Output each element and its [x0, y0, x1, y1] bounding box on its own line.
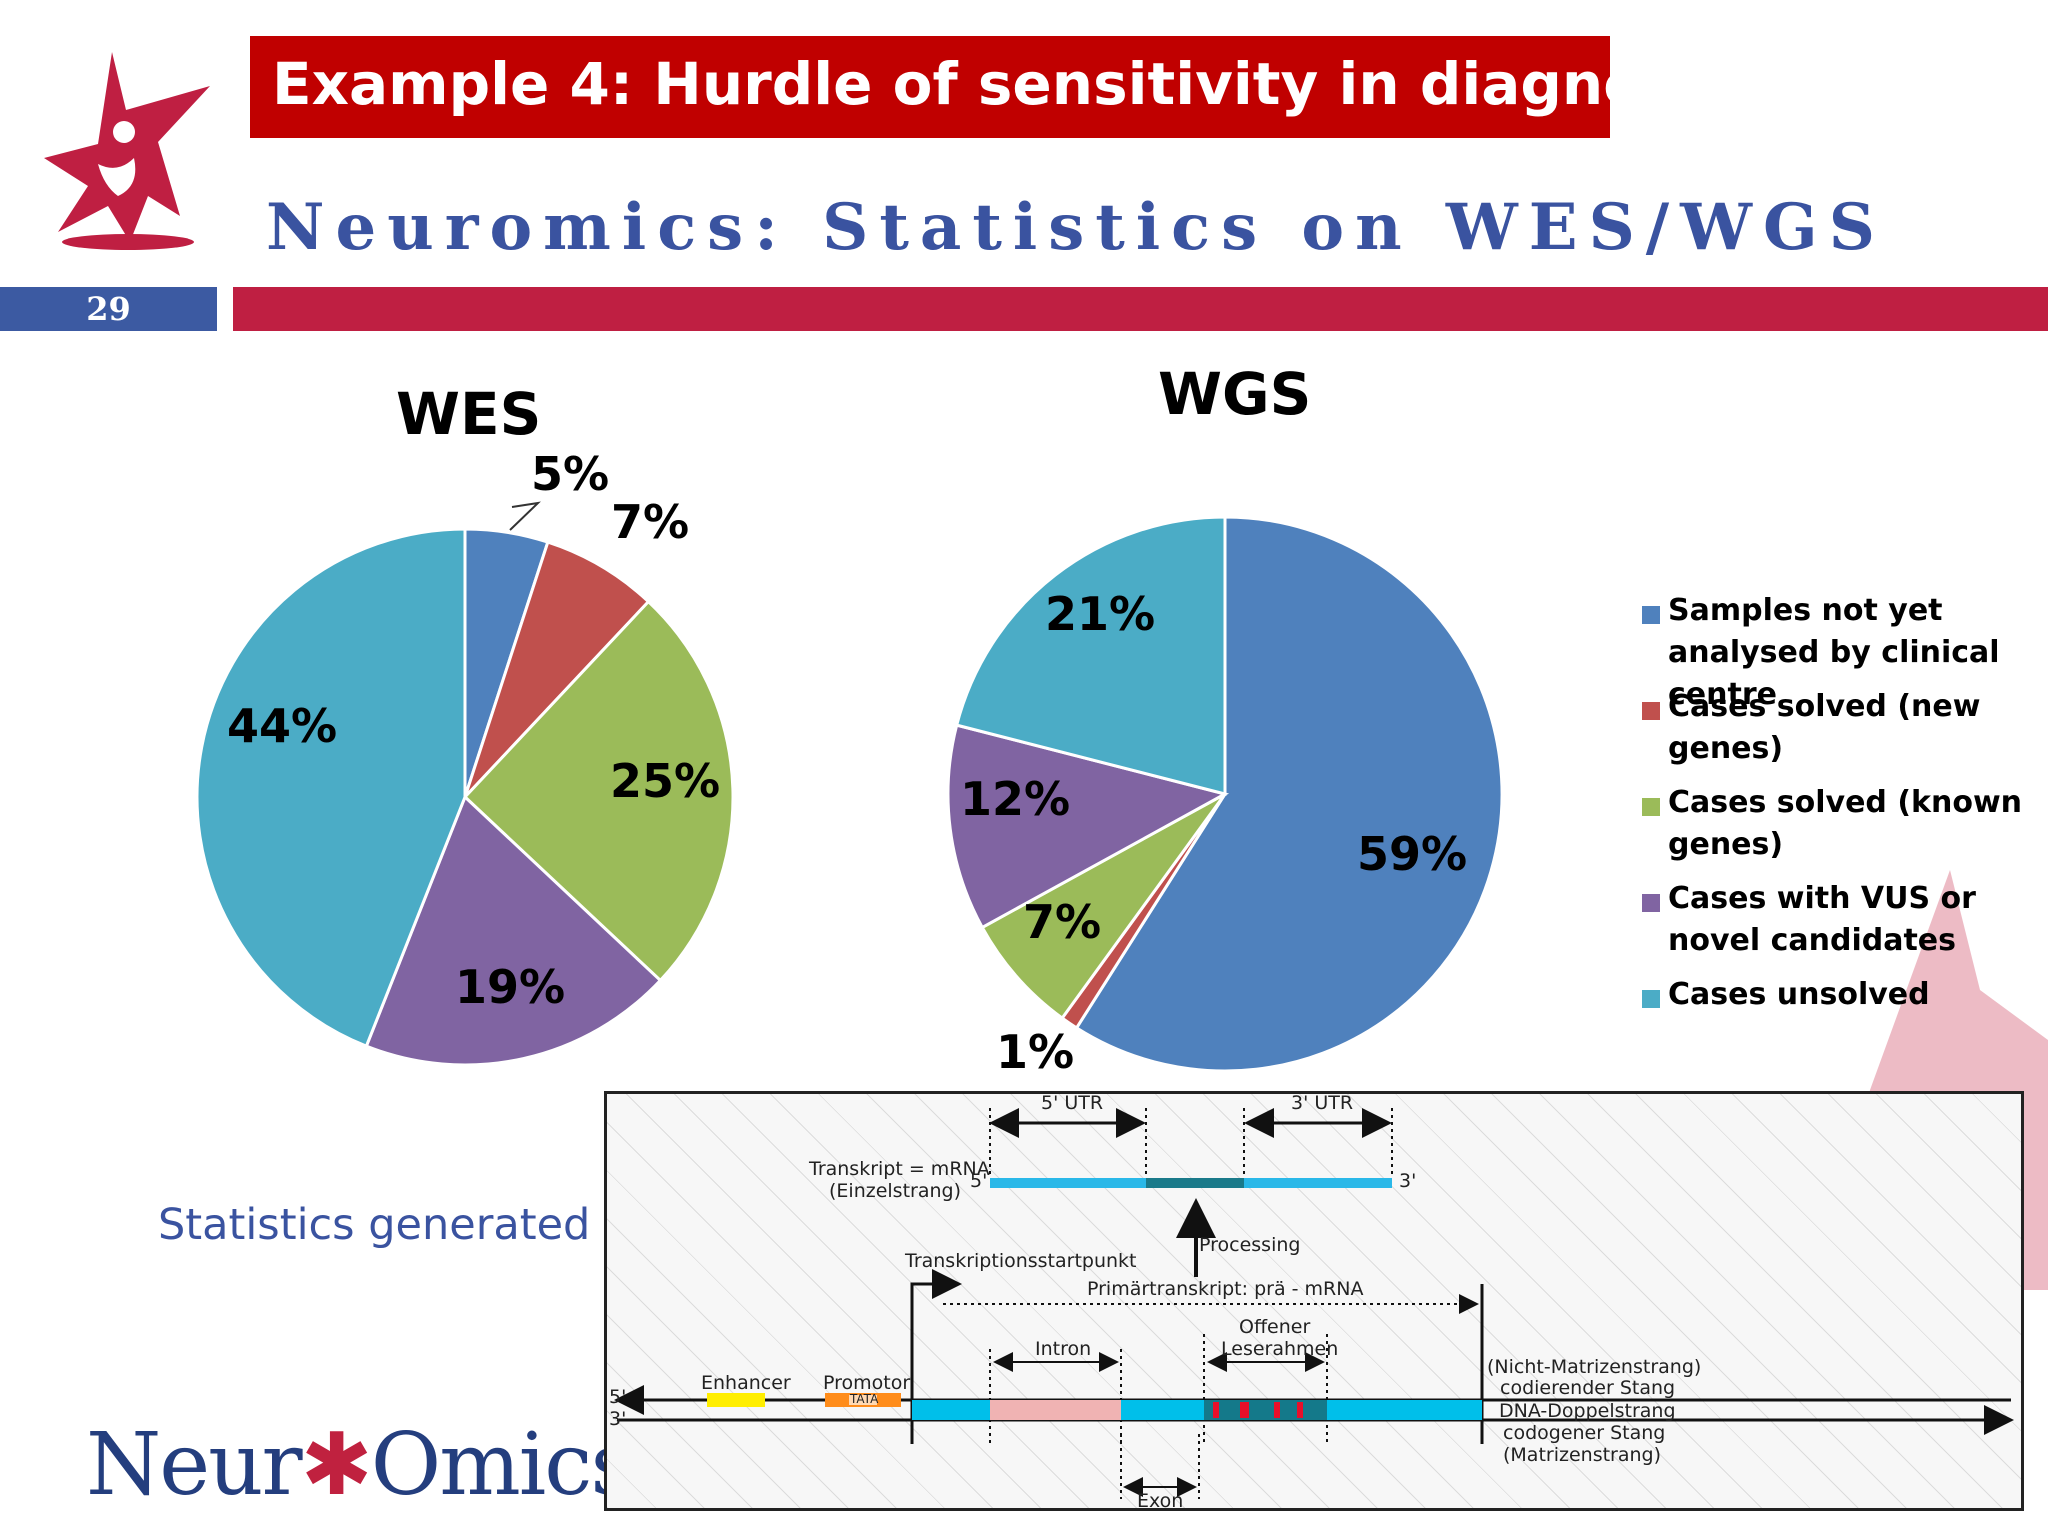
legend-label: Cases solved (known genes) — [1668, 785, 2023, 862]
wes-pie-slice-1 — [463, 540, 651, 799]
wgs-chart-title: WGS — [1158, 360, 1312, 428]
wgs-pie-slice-0 — [1074, 515, 1504, 1073]
wgs-pie-slice-4 — [954, 515, 1227, 796]
wordmark-part1: Neur — [86, 1415, 303, 1515]
diagram-tata-label: TATA — [850, 1392, 879, 1406]
divider-bar — [233, 287, 2048, 331]
legend-swatch — [1642, 702, 1660, 720]
wordmark-part2: Omics — [370, 1415, 635, 1515]
wes-chart-title: WES — [396, 380, 542, 448]
wes-pie-slice-2 — [462, 599, 735, 983]
diagram-dna-label: DNA-Doppelstrang — [1499, 1400, 1676, 1422]
diagram-mrna-sublabel: (Einzelstrang) — [829, 1180, 961, 1202]
star-icon: ✱ — [300, 1415, 373, 1515]
slide-title: Example 4: Hurdle of sensitivity in diag… — [272, 50, 1795, 118]
legend-label: Cases with VUS or novel candidates — [1668, 881, 1976, 958]
gene-structure-diagram: 5' UTR 3' UTR Transkript = mRNA (Einzels… — [604, 1091, 2024, 1511]
wes-leader-line — [509, 501, 541, 531]
legend-label: Samples not yet analysed by clinical cen… — [1668, 593, 2000, 712]
diagram-processing-label: Processing — [1199, 1234, 1301, 1256]
diagram-tss-label: Transkriptionsstartpunkt — [905, 1250, 1137, 1272]
legend-item: Cases unsolved — [1638, 974, 2048, 1016]
wgs-data-label-2: 7% — [1023, 895, 1101, 949]
legend-item: Cases with VUS or novel candidates — [1638, 878, 2048, 962]
legend-item: Samples not yet analysed by clinical cen… — [1638, 590, 2048, 716]
neuromics-logo-icon — [44, 52, 210, 250]
diagram-coding-strand-label: codierender Stang — [1500, 1377, 1676, 1399]
diagram-template-label: (Matrizenstrang) — [1503, 1444, 1662, 1466]
page-number: 29 — [86, 290, 131, 328]
legend-item: Cases solved (new genes) — [1638, 686, 2048, 770]
legend-label: Cases unsolved — [1668, 977, 1930, 1012]
wgs-data-label-3: 12% — [960, 772, 1070, 826]
legend-swatch — [1642, 990, 1660, 1008]
wes-data-label-3: 19% — [455, 960, 565, 1014]
title-bar — [250, 36, 1610, 138]
diagram-enhancer-label: Enhancer — [701, 1372, 791, 1394]
wes-data-label-0: 5% — [531, 447, 609, 501]
diagram-orf-sublabel: Leserahmen — [1221, 1338, 1339, 1360]
diagram-graphics — [614, 1108, 2014, 1499]
wgs-data-label-4: 21% — [1045, 587, 1155, 641]
slide-subtitle: Neuromics: Statistics on WES/WGS — [266, 190, 1886, 265]
wes-data-label-4: 44% — [227, 699, 337, 753]
wgs-pie-slice-2 — [980, 792, 1227, 1021]
wgs-pie-slice-3 — [946, 723, 1230, 930]
diagram-intron-label: Intron — [1035, 1338, 1092, 1360]
legend-swatch — [1642, 606, 1660, 624]
neuromics-wordmark: Neur✱Omics — [86, 1415, 635, 1515]
legend-swatch — [1642, 894, 1660, 912]
diagram-orf-label: Offener — [1239, 1316, 1311, 1338]
diagram-three-prime-mrna: 3' — [1399, 1170, 1417, 1192]
legend-swatch — [1642, 798, 1660, 816]
diagram-exon-label: Exon — [1137, 1490, 1184, 1511]
page-number-bar — [0, 287, 217, 331]
wes-data-label-2: 25% — [610, 754, 720, 808]
diagram-five-prime-dna: 5' — [609, 1386, 627, 1408]
diagram-utr3-label: 3' UTR — [1291, 1092, 1354, 1114]
wgs-data-label-1: 1% — [996, 1025, 1074, 1079]
legend-item: Cases solved (known genes) — [1638, 782, 2048, 866]
wes-data-label-1: 7% — [611, 495, 689, 549]
legend-label: Cases solved (new genes) — [1668, 689, 1981, 766]
wes-pie-slice-4 — [195, 527, 467, 1049]
diagram-five-prime-mrna: 5' — [970, 1170, 988, 1192]
diagram-template-strand-label: codogener Stang — [1503, 1422, 1666, 1444]
diagram-promotor-label: Promotor — [823, 1372, 911, 1394]
diagram-utr5-label: 5' UTR — [1041, 1092, 1104, 1114]
footnote-text: Statistics generated fr — [158, 1200, 637, 1250]
diagram-primary-label: Primärtranskript: prä - mRNA — [1087, 1278, 1364, 1300]
diagram-three-prime-dna: 3' — [609, 1408, 627, 1430]
wgs-data-label-0: 59% — [1357, 827, 1467, 881]
diagram-nontemplate-label: (Nicht-Matrizenstrang) — [1487, 1356, 1702, 1378]
diagram-mrna-label: Transkript = mRNA — [809, 1158, 990, 1180]
